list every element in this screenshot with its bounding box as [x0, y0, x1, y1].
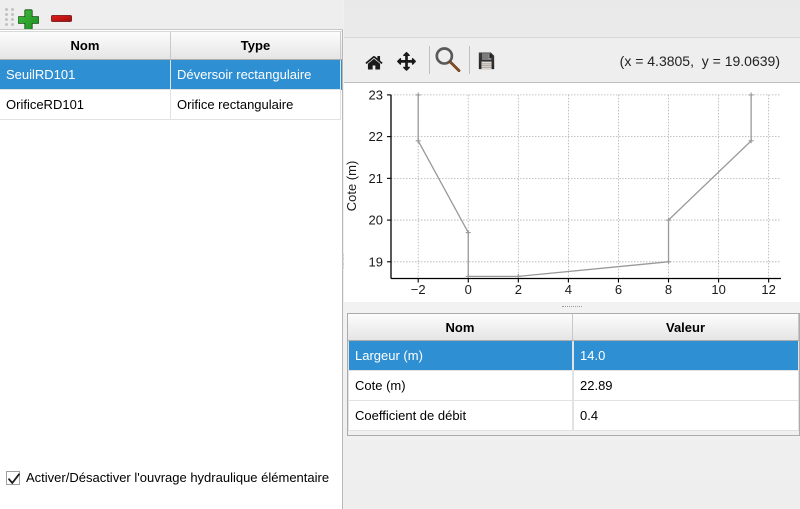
- svg-text:21: 21: [369, 171, 383, 186]
- svg-text:0: 0: [465, 282, 472, 297]
- svg-text:23: 23: [369, 88, 383, 103]
- svg-text:2: 2: [515, 282, 522, 297]
- svg-text:−2: −2: [411, 282, 426, 297]
- svg-text:12: 12: [761, 282, 775, 297]
- svg-text:6: 6: [615, 282, 622, 297]
- svg-text:10: 10: [711, 282, 725, 297]
- svg-text:22: 22: [369, 129, 383, 144]
- svg-text:Cote (m): Cote (m): [344, 161, 359, 212]
- svg-text:8: 8: [665, 282, 672, 297]
- svg-text:19: 19: [369, 254, 383, 269]
- svg-text:20: 20: [369, 213, 383, 228]
- svg-text:4: 4: [565, 282, 572, 297]
